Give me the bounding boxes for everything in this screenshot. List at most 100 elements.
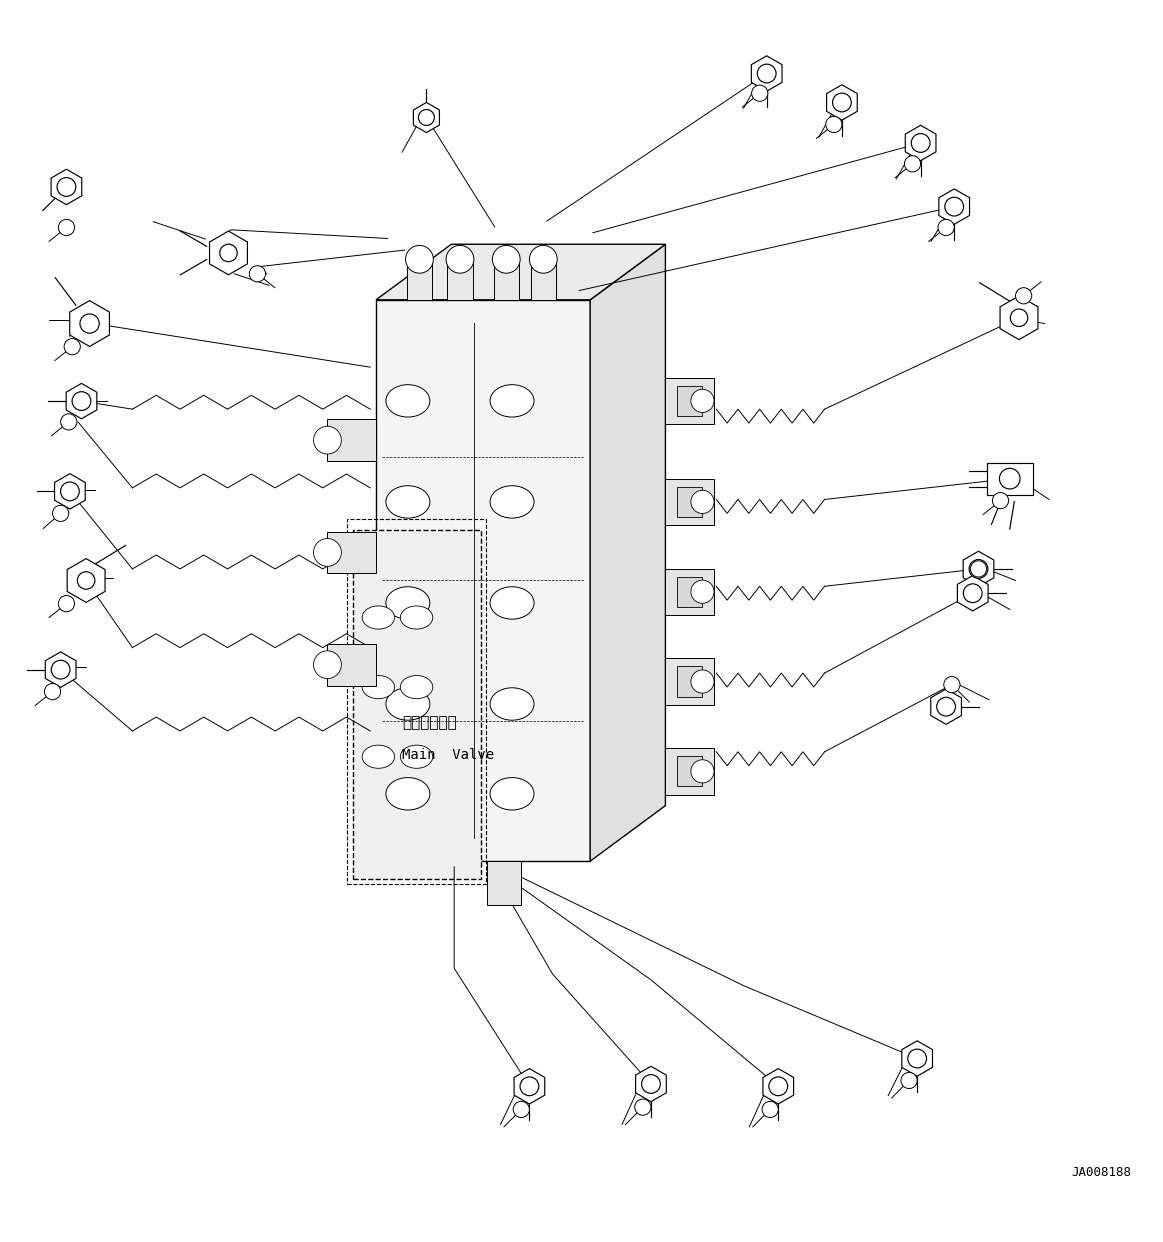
Ellipse shape [400,606,433,630]
Ellipse shape [386,586,430,620]
Circle shape [1011,309,1028,327]
Circle shape [529,246,557,273]
Bar [665,478,714,525]
Circle shape [635,1099,651,1115]
Circle shape [944,197,964,216]
Circle shape [249,266,265,282]
Circle shape [691,491,714,513]
Circle shape [912,134,930,153]
Bar [486,861,521,905]
Circle shape [762,1102,778,1118]
Circle shape [78,571,95,589]
Polygon shape [209,231,248,274]
Polygon shape [67,559,105,602]
Ellipse shape [386,777,430,810]
Circle shape [419,109,434,125]
Polygon shape [70,301,109,347]
Circle shape [969,560,987,579]
Text: JA008188: JA008188 [1071,1166,1132,1179]
Circle shape [751,86,768,102]
Polygon shape [963,551,994,586]
Polygon shape [590,245,665,861]
Bar [665,658,714,704]
Bar [677,667,702,697]
Bar [448,260,472,299]
Circle shape [826,117,842,133]
Circle shape [905,155,921,171]
Polygon shape [45,652,76,687]
Bar [677,487,702,517]
Circle shape [833,93,851,112]
Circle shape [992,493,1008,509]
Polygon shape [51,169,81,205]
Bar [665,748,714,795]
Polygon shape [352,530,481,878]
Ellipse shape [386,486,430,518]
Circle shape [769,1077,787,1095]
Circle shape [691,580,714,604]
Bar [493,260,519,299]
Ellipse shape [490,777,534,810]
Circle shape [963,584,982,602]
Ellipse shape [362,606,394,630]
Circle shape [691,389,714,412]
Ellipse shape [490,586,534,620]
Circle shape [691,669,714,693]
Bar [328,643,376,686]
Ellipse shape [362,745,394,769]
Circle shape [64,339,80,355]
Circle shape [936,697,956,717]
Ellipse shape [400,676,433,699]
Circle shape [58,220,74,236]
Circle shape [58,595,74,612]
Ellipse shape [362,676,394,699]
Circle shape [908,1049,927,1068]
Polygon shape [376,299,590,861]
Circle shape [513,1102,529,1118]
Polygon shape [55,473,85,509]
Polygon shape [901,1041,933,1077]
Circle shape [642,1074,661,1093]
Polygon shape [514,1068,544,1104]
Polygon shape [66,384,97,419]
Circle shape [1015,288,1032,304]
Circle shape [80,314,99,333]
Bar [987,462,1033,494]
Polygon shape [930,689,962,724]
Bar [677,756,702,786]
Circle shape [314,426,341,455]
Circle shape [944,677,959,693]
Ellipse shape [490,486,534,518]
Circle shape [60,414,77,430]
Polygon shape [827,84,857,120]
Polygon shape [939,189,970,225]
Circle shape [691,760,714,782]
Circle shape [757,65,776,83]
Circle shape [492,246,520,273]
Circle shape [60,482,79,501]
Bar [328,420,376,461]
Bar [665,569,714,615]
Circle shape [939,220,954,236]
Circle shape [314,539,341,566]
Polygon shape [636,1067,666,1102]
Circle shape [999,468,1020,489]
Circle shape [901,1072,918,1088]
Polygon shape [905,125,936,160]
Circle shape [44,683,60,699]
Bar [530,260,556,299]
Bar [328,532,376,574]
Circle shape [447,246,473,273]
Text: Main  Valve: Main Valve [402,748,494,763]
Circle shape [220,245,237,262]
Bar [347,519,486,884]
Polygon shape [376,245,665,299]
Ellipse shape [400,745,433,769]
Ellipse shape [490,688,534,720]
Circle shape [72,391,91,410]
Circle shape [520,1077,538,1095]
Polygon shape [1000,296,1037,339]
Ellipse shape [386,385,430,417]
Polygon shape [957,575,989,611]
Bar [665,378,714,424]
